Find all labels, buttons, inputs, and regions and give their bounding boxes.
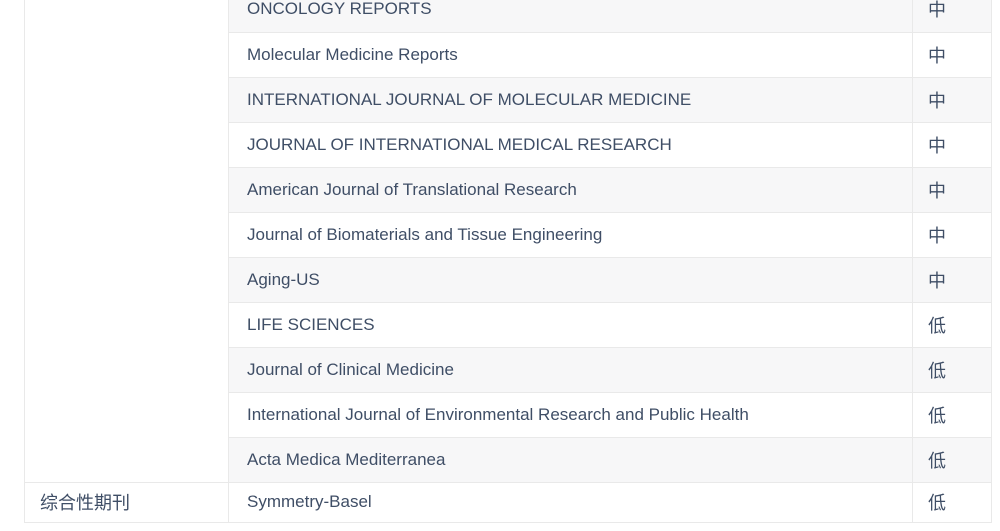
table-row: LIFE SCIENCES 低 [25,302,992,348]
table-row: Acta Medica Mediterranea 低 [25,437,992,483]
journal-cell: Molecular Medicine Reports [228,32,913,78]
table-row: Journal of Biomaterials and Tissue Engin… [25,212,992,258]
journal-cell: JOURNAL OF INTERNATIONAL MEDICAL RESEARC… [228,122,913,168]
level-cell: 中 [912,32,992,78]
level-cell: 低 [912,347,992,393]
level-cell: 中 [912,0,992,33]
level-cell: 中 [912,257,992,303]
table-row: Aging-US 中 [25,257,992,303]
table-row: 综合性期刊 Symmetry-Basel 低 [24,482,992,523]
journal-cell: INTERNATIONAL JOURNAL OF MOLECULAR MEDIC… [228,77,913,123]
journal-cell: American Journal of Translational Resear… [228,167,913,213]
level-cell: 中 [912,212,992,258]
level-cell: 低 [912,302,992,348]
table-row: Molecular Medicine Reports 中 [25,32,992,78]
level-cell: 低 [912,392,992,438]
category-cell: 综合性期刊 [24,482,229,523]
table-row: International Journal of Environmental R… [25,392,992,438]
level-cell: 中 [912,77,992,123]
journal-cell: Symmetry-Basel [228,482,913,523]
table-row: JOURNAL OF INTERNATIONAL MEDICAL RESEARC… [25,122,992,168]
journal-cell: ONCOLOGY REPORTS [228,0,913,33]
level-cell: 中 [912,122,992,168]
level-cell: 低 [912,482,992,523]
category-cell [24,0,229,483]
table-row: American Journal of Translational Resear… [25,167,992,213]
table-row: ONCOLOGY REPORTS 中 [24,0,992,483]
journal-cell: Acta Medica Mediterranea [228,437,913,483]
table-row: INTERNATIONAL JOURNAL OF MOLECULAR MEDIC… [25,77,992,123]
table-container: ONCOLOGY REPORTS 中 Molecular Medicine Re… [24,0,992,523]
journal-cell: LIFE SCIENCES [228,302,913,348]
journal-cell: International Journal of Environmental R… [228,392,913,438]
level-cell: 低 [912,437,992,483]
journal-cell: Aging-US [228,257,913,303]
level-cell: 中 [912,167,992,213]
journal-cell: Journal of Clinical Medicine [228,347,913,393]
journal-rating-table: ONCOLOGY REPORTS 中 Molecular Medicine Re… [24,0,992,523]
table-row: Journal of Clinical Medicine 低 [25,347,992,393]
journal-cell: Journal of Biomaterials and Tissue Engin… [228,212,913,258]
